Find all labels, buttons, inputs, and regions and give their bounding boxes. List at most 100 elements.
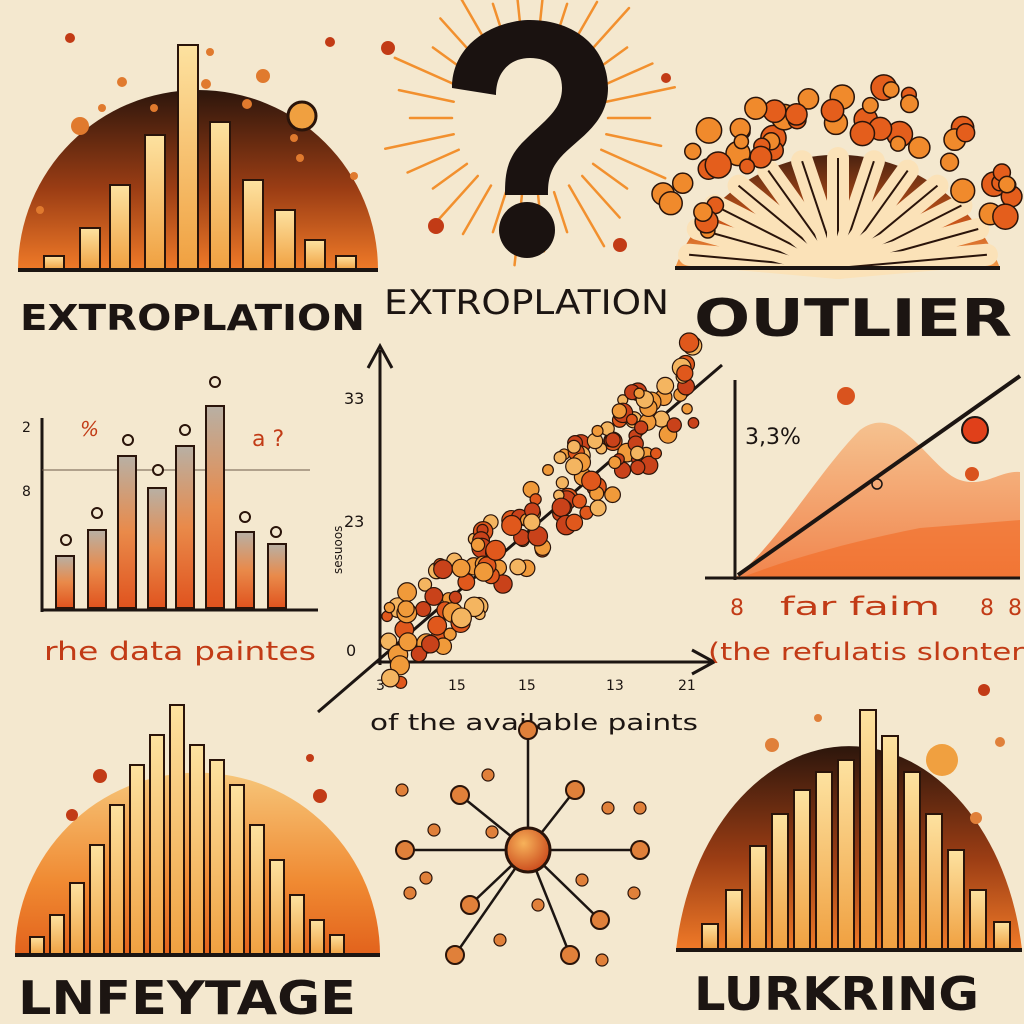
scatter-point [501,514,523,537]
bar-chart-left: 2 8 % a ? rhe data paintes [22,376,318,667]
cluster-dots [651,74,1023,239]
histogram-bar [55,555,75,609]
x-tick: 8 [1008,596,1022,621]
scatter-point [687,417,700,429]
percent-note: % [80,417,99,441]
fan-petals [678,147,998,279]
sun-ray [591,162,629,190]
scatter-point [678,332,700,353]
sun-ray [397,88,455,104]
network-dot [633,801,647,815]
cluster-dot [671,172,694,194]
scatter-point [608,455,622,470]
dot [381,41,395,55]
heading-bottom-left: LNFEYTAGE [18,971,356,1024]
dome-bottom-right [676,709,1022,952]
dot [814,714,822,722]
scatter-dot [242,99,252,109]
scatter-point [523,513,541,531]
scatter-point [397,582,418,603]
cluster-dot [882,81,900,99]
network-node [565,780,585,800]
outlier-dot [961,416,989,444]
cluster-dot [907,136,931,159]
heading-bottom-right: LURKRING [694,967,979,1021]
histogram-bar [771,813,789,951]
scatter-point [565,513,584,532]
fan-petal-line [837,253,987,269]
cluster-dot [955,122,976,143]
cluster-dot [900,94,919,114]
cluster-dot [820,98,845,123]
caption-right-bottom: (the refulatis slonter [708,638,1024,666]
scatter-point [451,558,471,578]
sun-ray [600,148,667,180]
network-node [445,945,465,965]
histogram-bar [235,531,255,609]
cluster-dot [744,96,768,120]
bar-cap-dot [60,534,72,546]
scatter-point [630,459,646,476]
scatter-dot [290,134,298,142]
histogram-bar [269,859,285,956]
histogram-bar [947,849,965,951]
scatter-point [591,424,604,438]
network-node [560,945,580,965]
dome-top-left [18,44,378,272]
cluster-dot [849,120,876,147]
dot [65,33,75,43]
scatter-point [380,668,400,688]
network-dot [531,898,545,912]
y-tick: 0 [346,641,356,660]
scatter-point [443,627,457,641]
sun-ray [605,85,677,104]
network-dot [403,886,417,900]
network-node [395,840,415,860]
histogram-bar [209,759,225,956]
bar-cap-dot [239,511,251,523]
histogram-bar [205,405,225,609]
dot [661,73,671,83]
dot [837,387,855,405]
scatter-point [666,417,682,433]
network-dot [595,953,609,967]
dot [66,809,78,821]
histogram-bar [335,255,357,271]
scatter-point [656,376,675,395]
cluster-dot [992,203,1019,230]
bar-cap-dot [152,464,164,476]
bar-cap-dot [122,434,134,446]
histogram-bar [147,487,167,609]
histogram-bar [859,709,877,951]
histogram-bar [169,704,185,956]
scatter-point [551,497,572,518]
caption-right-top: far faim [780,592,940,622]
cluster-dot [695,116,723,144]
cluster-dot [739,158,756,175]
scatter-point [565,457,584,476]
sun-ray [600,62,654,88]
sun-ray [461,184,493,236]
histogram-bar [242,179,264,271]
dot [93,769,107,783]
scatter-point [383,601,396,614]
scatter-point [605,432,621,448]
scatter-dot [296,154,304,162]
network-node [630,840,650,860]
network-hub-node [504,826,552,874]
scatter-point [470,537,486,553]
scatter-point [379,632,398,651]
scatter-point [424,586,444,606]
dot [313,789,327,803]
scatter-point [633,387,645,399]
histogram-bar [129,764,145,956]
histogram-bar [267,543,287,609]
network-dot [485,825,499,839]
histogram-bar [304,239,326,271]
histogram-bar [189,744,205,956]
histogram-bar [89,844,105,956]
y-tick: 8 [22,484,31,500]
network-node [518,720,538,740]
caption-left: rhe data paintes [44,637,316,667]
